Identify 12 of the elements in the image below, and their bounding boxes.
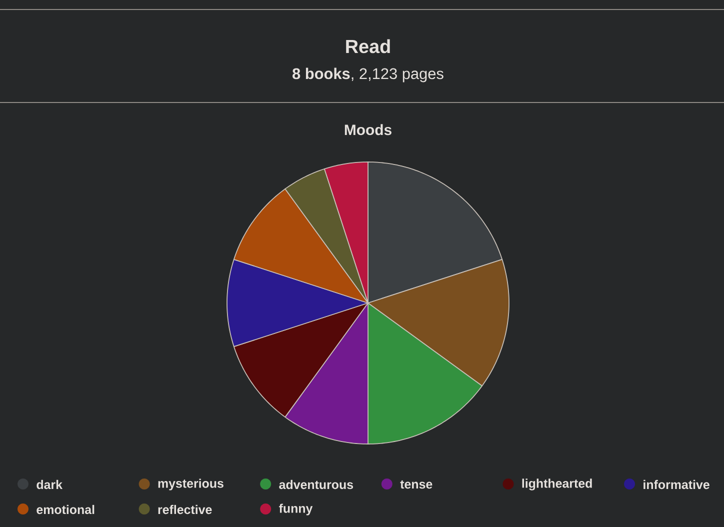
text: Read <box>346 39 390 54</box>
legend-label: dark <box>36 480 63 490</box>
legend-label: tense <box>400 480 432 489</box>
legend-label: reflective <box>158 504 212 514</box>
legend-label: funny <box>279 504 313 516</box>
legend-label: adventurous <box>279 480 354 490</box>
legend-label: informative <box>644 480 710 490</box>
legend-label: mysterious <box>158 478 224 490</box>
chart-title: Moods <box>344 124 392 136</box>
text: 8 books, 2,123 pages <box>292 68 444 82</box>
legend-label: lighthearted <box>522 478 592 490</box>
legend-label: emotional <box>36 504 94 514</box>
